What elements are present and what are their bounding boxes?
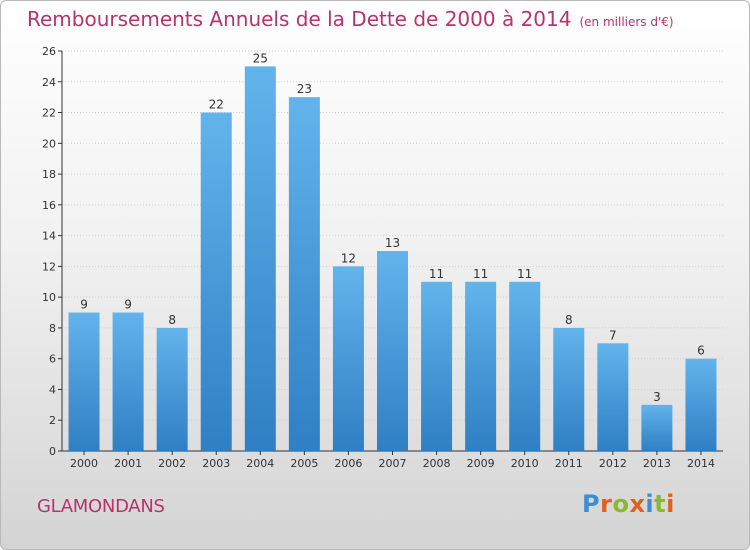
x-tick-label: 2007 <box>379 457 407 470</box>
bar <box>421 281 453 451</box>
logo-letter: i <box>645 490 655 518</box>
proxiti-logo: Proxiti <box>582 490 675 518</box>
x-tick-label: 2002 <box>158 457 186 470</box>
bar-value-label: 22 <box>209 98 224 112</box>
bar <box>68 312 100 451</box>
bar-value-label: 3 <box>653 390 661 404</box>
x-tick-label: 2014 <box>687 457 715 470</box>
y-tick-label: 16 <box>42 199 56 212</box>
bar <box>553 327 585 451</box>
bar-value-label: 6 <box>697 344 705 358</box>
bar-value-label: 11 <box>429 267 444 281</box>
x-tick-label: 2000 <box>70 457 98 470</box>
y-tick-label: 10 <box>42 291 56 304</box>
x-tick-label: 2001 <box>114 457 142 470</box>
x-tick-label: 2011 <box>555 457 583 470</box>
bar-value-label: 23 <box>297 82 312 96</box>
bar <box>465 281 497 451</box>
bar-value-label: 8 <box>565 313 573 327</box>
bar <box>244 66 276 451</box>
x-tick-label: 2012 <box>599 457 627 470</box>
bar <box>685 358 717 451</box>
x-tick-label: 2013 <box>643 457 671 470</box>
y-tick-label: 6 <box>49 353 56 366</box>
y-tick-label: 14 <box>42 230 56 243</box>
x-tick-label: 2005 <box>290 457 318 470</box>
logo-letter: r <box>600 490 613 518</box>
bar <box>156 327 188 451</box>
bar-value-label: 25 <box>253 51 268 65</box>
y-tick-label: 20 <box>42 137 56 150</box>
bar <box>288 97 320 452</box>
bar-value-label: 7 <box>609 328 617 342</box>
bar-chart: 0246810121416182022242692000920018200222… <box>42 45 723 470</box>
commune-name: GLAMONDANS <box>37 496 165 517</box>
bar-value-label: 8 <box>168 313 176 327</box>
bar <box>200 112 232 452</box>
title-unit: (en milliers d'€) <box>579 15 674 29</box>
logo-letter: o <box>612 490 630 518</box>
bar-value-label: 13 <box>385 236 400 250</box>
y-tick-label: 22 <box>42 107 56 120</box>
y-tick-label: 18 <box>42 168 56 181</box>
x-tick-label: 2006 <box>334 457 362 470</box>
bar-value-label: 9 <box>80 298 88 312</box>
x-tick-label: 2003 <box>202 457 230 470</box>
bar <box>641 404 673 451</box>
y-tick-label: 26 <box>42 45 56 58</box>
bar-value-label: 9 <box>124 298 132 312</box>
bar <box>597 343 629 451</box>
logo-letter: x <box>629 490 646 518</box>
bar-value-label: 11 <box>473 267 488 281</box>
bar-value-label: 12 <box>341 251 356 265</box>
y-tick-label: 4 <box>49 383 56 396</box>
x-tick-label: 2004 <box>246 457 274 470</box>
y-tick-label: 12 <box>42 260 56 273</box>
logo-letter: t <box>654 490 667 518</box>
bar <box>377 251 408 451</box>
bar-value-label: 11 <box>517 267 532 281</box>
logo-letter: P <box>582 490 601 518</box>
y-tick-label: 24 <box>42 76 56 89</box>
bar <box>112 312 144 451</box>
y-tick-label: 8 <box>49 322 56 335</box>
logo-letter: i <box>666 490 675 518</box>
chart-title: Remboursements Annuels de la Dette de 20… <box>27 7 674 31</box>
y-tick-label: 0 <box>49 445 56 458</box>
title-text: Remboursements Annuels de la Dette de 20… <box>27 7 572 31</box>
x-tick-label: 2010 <box>511 457 539 470</box>
y-tick-label: 2 <box>49 414 56 427</box>
x-tick-label: 2008 <box>423 457 451 470</box>
bar <box>509 281 541 451</box>
bar <box>332 266 364 451</box>
x-tick-label: 2009 <box>467 457 495 470</box>
